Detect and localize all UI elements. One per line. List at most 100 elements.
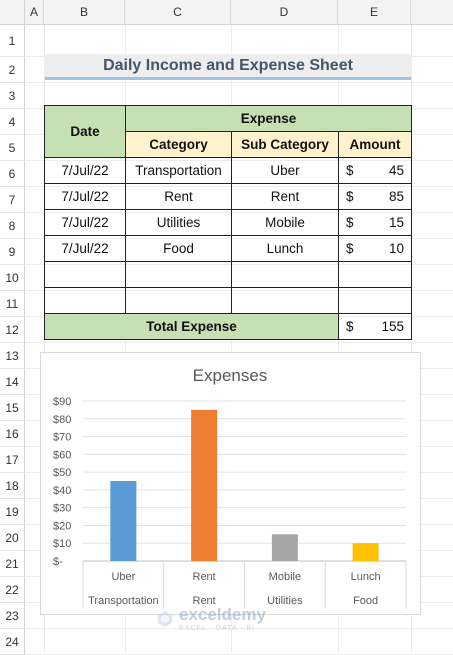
category-header[interactable]: Category: [125, 131, 232, 158]
sheet-title[interactable]: Daily Income and Expense Sheet: [45, 54, 411, 80]
column-gridline: [411, 25, 412, 652]
y-tick-label: $30: [53, 503, 71, 515]
subcategory-cell[interactable]: Lunch: [231, 235, 339, 262]
y-tick-label: $60: [53, 449, 71, 461]
subcategory-header[interactable]: Sub Category: [231, 131, 339, 158]
x-subcategory-label: Mobile: [269, 571, 301, 583]
total-amount-cell[interactable]: $155: [338, 313, 412, 340]
currency-symbol: $: [346, 163, 354, 178]
row-gridline: [25, 82, 453, 83]
empty-cell[interactable]: [44, 287, 126, 314]
row-header[interactable]: 1: [0, 25, 25, 57]
row-header[interactable]: 5: [0, 135, 25, 161]
expense-header[interactable]: Expense: [125, 105, 412, 132]
column-header-a[interactable]: A: [25, 0, 44, 25]
chart-title[interactable]: Expenses: [193, 366, 268, 385]
row-header[interactable]: 12: [0, 317, 25, 343]
amount-header[interactable]: Amount: [338, 131, 412, 158]
row-header[interactable]: 7: [0, 187, 25, 213]
row-header[interactable]: 23: [0, 603, 25, 629]
expenses-chart[interactable]: Expenses $- $10 $20 $30 $40 $50 $60 $70 $80 $90 U…: [40, 352, 421, 615]
x-category-label: Utilities: [267, 595, 303, 607]
empty-cell[interactable]: [338, 287, 412, 314]
date-cell[interactable]: 7/Jul/22: [44, 157, 126, 184]
row-header[interactable]: 8: [0, 213, 25, 239]
category-cell[interactable]: Food: [125, 235, 232, 262]
row-header[interactable]: 18: [0, 473, 25, 499]
y-tick-label: $-: [53, 556, 63, 568]
bar-lunch[interactable]: [352, 543, 379, 561]
bar-uber[interactable]: [110, 481, 137, 561]
column-header-d[interactable]: D: [231, 0, 338, 25]
expense-table: Date Expense Category Sub Category Amoun…: [44, 105, 412, 340]
row-header[interactable]: 24: [0, 629, 25, 655]
row-header[interactable]: 10: [0, 265, 25, 291]
amount-cell[interactable]: $15: [338, 209, 412, 236]
watermark-name: exceldemy: [179, 605, 266, 624]
x-subcategory-label: Rent: [193, 571, 216, 583]
y-tick-label: $90: [53, 396, 71, 408]
date-cell[interactable]: 7/Jul/22: [44, 209, 126, 236]
total-label[interactable]: Total Expense: [44, 313, 339, 340]
amount-cell[interactable]: $10: [338, 235, 412, 262]
column-header-c[interactable]: C: [125, 0, 231, 25]
category-cell[interactable]: Utilities: [125, 209, 232, 236]
x-category-label: Food: [353, 595, 378, 607]
row-header[interactable]: 19: [0, 499, 25, 525]
empty-cell[interactable]: [125, 287, 232, 314]
row-header[interactable]: 6: [0, 161, 25, 187]
select-all-corner[interactable]: [0, 0, 25, 25]
empty-cell[interactable]: [44, 261, 126, 288]
amount-cell[interactable]: $85: [338, 183, 412, 210]
subcategory-cell[interactable]: Uber: [231, 157, 339, 184]
column-header-f[interactable]: [411, 0, 453, 25]
x-subcategory-label: Lunch: [351, 571, 381, 583]
empty-cell[interactable]: [231, 261, 339, 288]
column-header-b[interactable]: B: [44, 0, 125, 25]
date-header[interactable]: Date: [44, 105, 126, 158]
row-header[interactable]: 9: [0, 239, 25, 265]
row-header[interactable]: 13: [0, 343, 25, 369]
subcategory-cell[interactable]: Mobile: [231, 209, 339, 236]
bar-rent[interactable]: [191, 409, 218, 561]
row-header[interactable]: 16: [0, 421, 25, 447]
row-header[interactable]: 14: [0, 369, 25, 395]
category-cell[interactable]: Rent: [125, 183, 232, 210]
date-cell[interactable]: 7/Jul/22: [44, 235, 126, 262]
row-header[interactable]: 4: [0, 109, 25, 135]
amount-value: 15: [388, 215, 404, 230]
currency-symbol: $: [346, 189, 354, 204]
row-header[interactable]: 3: [0, 83, 25, 109]
column-header-e[interactable]: E: [338, 0, 411, 25]
row-header[interactable]: 2: [0, 57, 25, 83]
row-gridline: [25, 628, 453, 629]
currency-symbol: $: [346, 215, 354, 230]
x-category-label: Transportation: [88, 595, 159, 607]
y-tick-label: $40: [53, 485, 71, 497]
row-header[interactable]: 11: [0, 291, 25, 317]
row-header[interactable]: 15: [0, 395, 25, 421]
total-amount-value: 155: [381, 319, 404, 334]
bar-mobile[interactable]: [271, 534, 298, 561]
row-header[interactable]: 20: [0, 525, 25, 551]
x-category-label: Rent: [193, 595, 216, 607]
empty-cell[interactable]: [338, 261, 412, 288]
chart-canvas: Expenses $- $10 $20 $30 $40 $50 $60 $70 $80 $90 U…: [53, 366, 407, 609]
row-header[interactable]: 21: [0, 551, 25, 577]
exceldemy-watermark: exceldemy EXCEL · DATA · BI: [155, 605, 266, 632]
empty-cell[interactable]: [231, 287, 339, 314]
row-header[interactable]: 22: [0, 577, 25, 603]
subcategory-cell[interactable]: Rent: [231, 183, 339, 210]
x-subcategory-label: Uber: [111, 571, 135, 583]
empty-cell[interactable]: [125, 261, 232, 288]
date-cell[interactable]: 7/Jul/22: [44, 183, 126, 210]
y-tick-label: $10: [53, 538, 71, 550]
exceldemy-logo-icon: [158, 610, 172, 627]
row-header[interactable]: 17: [0, 447, 25, 473]
currency-symbol: $: [346, 319, 354, 334]
currency-symbol: $: [346, 241, 354, 256]
y-tick-label: $20: [53, 520, 71, 532]
watermark-tag: EXCEL · DATA · BI: [179, 625, 255, 632]
amount-cell[interactable]: $45: [338, 157, 412, 184]
category-cell[interactable]: Transportation: [125, 157, 232, 184]
